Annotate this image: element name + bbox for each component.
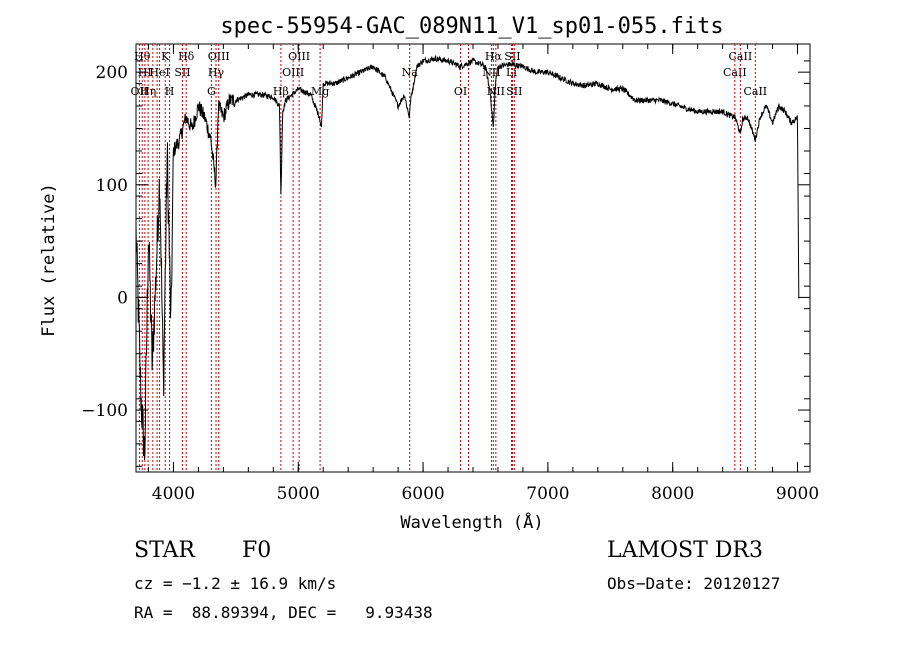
line-marker-layer: OIIHθHIHηHeIKHSIIHδGHγOIIIHβOIIIOIIIMgNa…	[131, 44, 767, 472]
spectrum-line	[135, 54, 800, 461]
line-marker-label: G	[207, 85, 216, 98]
line-marker-label: K	[161, 50, 170, 63]
line-marker-label: SII	[506, 85, 522, 98]
redshift-velocity: cz = −1.2 ± 16.9 km/s	[134, 574, 337, 593]
line-marker-label: SII	[504, 50, 520, 63]
coordinates: RA = 88.89394, DEC = 9.93438	[134, 603, 433, 622]
line-marker-label: Li	[506, 66, 517, 79]
tick-layer: 4000 5000 6000 7000 8000 9000 −100 0 100 200	[81, 44, 819, 504]
spectral-subclass: F0	[242, 538, 272, 563]
y-tick-label: 200	[96, 63, 128, 83]
line-marker-label: OIII	[208, 50, 230, 63]
y-tick-label: 0	[117, 288, 128, 308]
x-tick-label: 9000	[776, 484, 819, 504]
x-tick-label: 4000	[152, 484, 195, 504]
plot-frame	[135, 43, 811, 473]
x-axis-label: Wavelength (Å)	[400, 511, 543, 533]
line-marker-label: CaII	[729, 50, 753, 63]
line-marker-label: SII	[174, 66, 190, 79]
y-tick-label: 100	[96, 176, 128, 196]
line-marker-label: Hγ	[208, 66, 225, 79]
line-marker-label: NII	[487, 85, 505, 98]
line-marker-label: HeI	[149, 66, 169, 79]
chart-title: spec-55954-GAC_089N11_V1_sp01-055.fits	[220, 14, 723, 39]
line-marker-label: Hδ	[178, 50, 195, 63]
line-marker-label: OIII	[288, 50, 310, 63]
line-marker-label: H	[165, 85, 175, 98]
line-marker-label: Hβ	[273, 85, 289, 98]
observation-date: Obs−Date: 20120127	[607, 574, 781, 593]
x-tick-label: 6000	[401, 484, 444, 504]
line-marker-label: Na	[402, 66, 419, 79]
line-marker-label: Hθ	[134, 50, 151, 63]
y-tick-label: −100	[81, 401, 128, 421]
y-axis-label: Flux (relative)	[39, 183, 59, 337]
object-class: STAR	[134, 538, 195, 563]
x-tick-label: 5000	[277, 484, 320, 504]
line-marker-label: CaII	[743, 85, 767, 98]
line-marker-label: OIII	[282, 66, 304, 79]
line-marker-label: Mg	[311, 85, 329, 98]
line-marker-label: Hη	[140, 85, 156, 98]
line-marker-label: OI	[454, 85, 467, 98]
line-marker-label: CaII	[723, 66, 747, 79]
x-tick-label: 7000	[526, 484, 569, 504]
x-tick-label: 8000	[651, 484, 694, 504]
line-marker-label: OII	[131, 85, 149, 98]
survey-name: LAMOST DR3	[607, 538, 763, 563]
line-marker-label: Hα	[485, 50, 503, 63]
